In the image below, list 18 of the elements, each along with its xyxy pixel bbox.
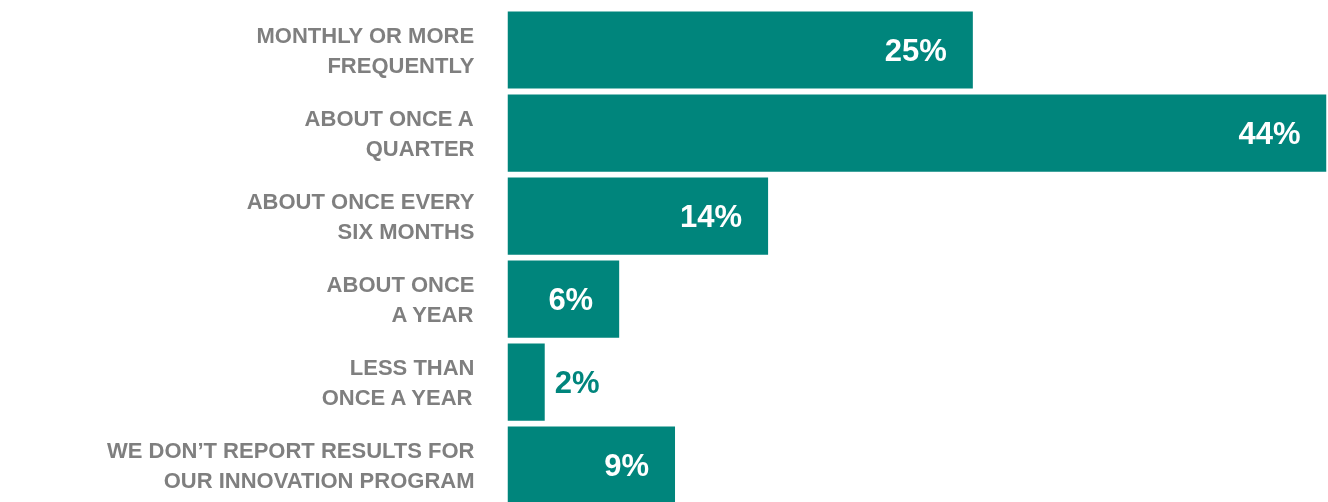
bar — [507, 260, 620, 338]
data-label: 14% — [680, 198, 743, 234]
y-tick-label: WE DON’T REPORT RESULTS FOR OUR INNOVATION PROGRAM — [107, 437, 475, 493]
data-label: 2% — [554, 364, 600, 400]
y-tick-label: ABOUT ONCE A QUARTER — [304, 105, 475, 161]
y-tick-label: MONTHLY OR MORE FREQUENTLY — [256, 22, 475, 78]
bar — [507, 177, 769, 255]
data-label: 25% — [884, 32, 947, 68]
bar — [507, 343, 545, 421]
y-tick-label: LESS THAN ONCE A YEAR — [321, 354, 475, 410]
data-label: 6% — [548, 281, 594, 317]
data-label: 44% — [1238, 115, 1301, 151]
y-tick-label: ABOUT ONCE A YEAR — [326, 271, 475, 327]
bar — [507, 94, 1327, 172]
y-tick-label: ABOUT ONCE EVERY SIX MONTHS — [246, 188, 475, 244]
bar — [507, 11, 973, 89]
data-label: 9% — [604, 447, 650, 483]
bar — [507, 426, 676, 502]
